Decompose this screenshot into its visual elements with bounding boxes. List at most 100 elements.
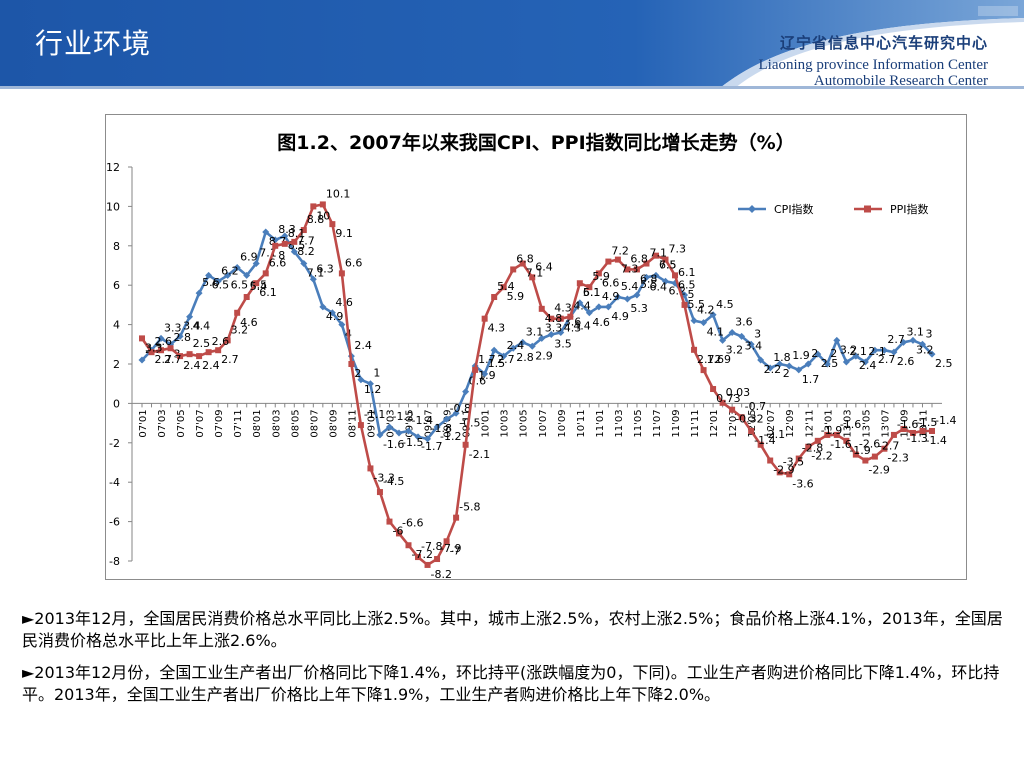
ppi-point [215, 347, 222, 354]
ppi-data-label: -2.1 [469, 448, 490, 461]
cpi-point [890, 348, 898, 356]
cpi-data-label: -1.5 [402, 436, 423, 449]
x-tick-label: 08'07 [309, 409, 320, 437]
ppi-data-label: 4.3 [488, 322, 506, 335]
ppi-data-label: 4.4 [573, 300, 591, 313]
ppi-data-label: 5 [688, 288, 695, 301]
ppi-point [929, 427, 935, 434]
ppi-point [700, 367, 707, 374]
y-tick-label: -8 [109, 555, 120, 568]
x-tick-label: 12'05 [747, 409, 758, 437]
ppi-point [262, 270, 269, 277]
ppi-data-label: -3.3 [373, 471, 394, 484]
ppi-point [719, 399, 726, 406]
ppi-point [605, 258, 612, 265]
ppi-point [443, 538, 450, 545]
ppi-data-label: -1.9 [849, 444, 870, 457]
x-tick-label: 07'05 [176, 409, 187, 437]
cpi-point [547, 330, 555, 338]
cpi-data-label: 2.6 [897, 355, 915, 368]
x-tick-label: 07'09 [214, 409, 225, 437]
x-tick-label: 10'03 [500, 409, 511, 437]
cpi-point [814, 350, 822, 358]
cpi-data-label: 4.1 [707, 326, 725, 339]
ppi-point [139, 335, 145, 342]
ppi-data-label: 3.3 [145, 341, 163, 354]
cpi-data-label: 1.8 [773, 351, 791, 364]
ppi-point [548, 315, 555, 322]
cpi-data-label: 8.3 [278, 223, 296, 236]
y-tick-label: -2 [109, 437, 120, 450]
cpi-point [690, 317, 698, 325]
ppi-data-label: -7.9 [440, 542, 461, 555]
cpi-data-label: 6.2 [221, 264, 239, 277]
ppi-point [843, 437, 850, 444]
cpi-point [243, 271, 251, 279]
ppi-data-label: 6.8 [516, 252, 534, 265]
ppi-point [643, 260, 650, 267]
ppi-data-label: -6 [392, 525, 403, 538]
y-tick-label: 2 [113, 358, 120, 371]
ppi-point [767, 457, 774, 464]
ppi-data-label: 2.4 [202, 359, 220, 372]
ppi-data-label: 2.8 [174, 331, 192, 344]
ppi-point [691, 346, 698, 353]
cpi-data-label: 2.8 [516, 351, 534, 364]
ppi-data-label: -1.4 [925, 434, 946, 447]
ppi-point [614, 256, 621, 263]
y-tick-label: 0 [113, 397, 120, 410]
cpi-point [918, 340, 926, 348]
ppi-point [652, 252, 659, 259]
ppi-data-label: 7.3 [668, 243, 686, 256]
y-tick-label: 8 [113, 240, 120, 253]
x-tick-label: 12'01 [709, 409, 720, 437]
cpi-point [414, 433, 422, 441]
cpi-point [738, 332, 746, 340]
ppi-data-label: 5.4 [497, 280, 515, 293]
cpi-data-label: 3.3 [545, 321, 563, 334]
cpi-data-label: 2.1 [868, 345, 886, 358]
x-tick-label: 12'11 [804, 409, 815, 437]
cpi-point [224, 271, 232, 279]
ppi-point [462, 441, 469, 448]
x-tick-label: 11'09 [671, 409, 682, 437]
x-tick-label: 11'03 [614, 409, 625, 437]
cpi-point [357, 376, 365, 384]
cpi-data-label: 2.4 [507, 339, 525, 352]
x-tick-label: 12'09 [785, 409, 796, 437]
cpi-point [385, 423, 393, 431]
org-name-cn-a: 辽宁省信息中心 [779, 34, 892, 52]
y-tick-label: 12 [106, 161, 120, 174]
ppi-point [386, 518, 393, 525]
cpi-point [252, 260, 260, 268]
cpi-point [700, 319, 708, 327]
cpi-data-label: 2 [830, 347, 837, 360]
ppi-point [710, 386, 717, 393]
ppi-point [510, 266, 517, 273]
y-tick-label: 10 [106, 200, 120, 213]
cpi-data-label: 2.4 [859, 359, 877, 372]
chart-title: 图1.2、2007年以来我国CPI、PPI指数同比增长走势（%） [277, 131, 794, 154]
cpi-data-label: -1.7 [421, 440, 442, 453]
ppi-point [529, 274, 536, 281]
ppi-point [748, 427, 755, 434]
org-name-en-1: Liaoning province Information Center [758, 57, 988, 73]
cpi-point [376, 431, 384, 439]
x-tick-label: 10'11 [576, 409, 587, 437]
cpi-point [719, 336, 727, 344]
x-tick-label: 12'07 [766, 409, 777, 437]
cpi-data-label: 3.6 [735, 315, 753, 328]
ppi-point [148, 349, 155, 356]
cpi-data-label: 6.1 [678, 266, 696, 279]
ppi-point [595, 270, 602, 277]
cpi-point [776, 360, 784, 368]
cpi-data-label: 2.5 [821, 357, 839, 370]
ppi-point [481, 315, 488, 322]
ppi-data-label: 8.1 [288, 227, 306, 240]
cpi-point [728, 328, 736, 336]
x-tick-label: 10'05 [519, 409, 530, 437]
ppi-point [158, 347, 165, 354]
cpi-point [652, 271, 660, 279]
ppi-point [310, 203, 317, 210]
cpi-point [490, 346, 498, 354]
